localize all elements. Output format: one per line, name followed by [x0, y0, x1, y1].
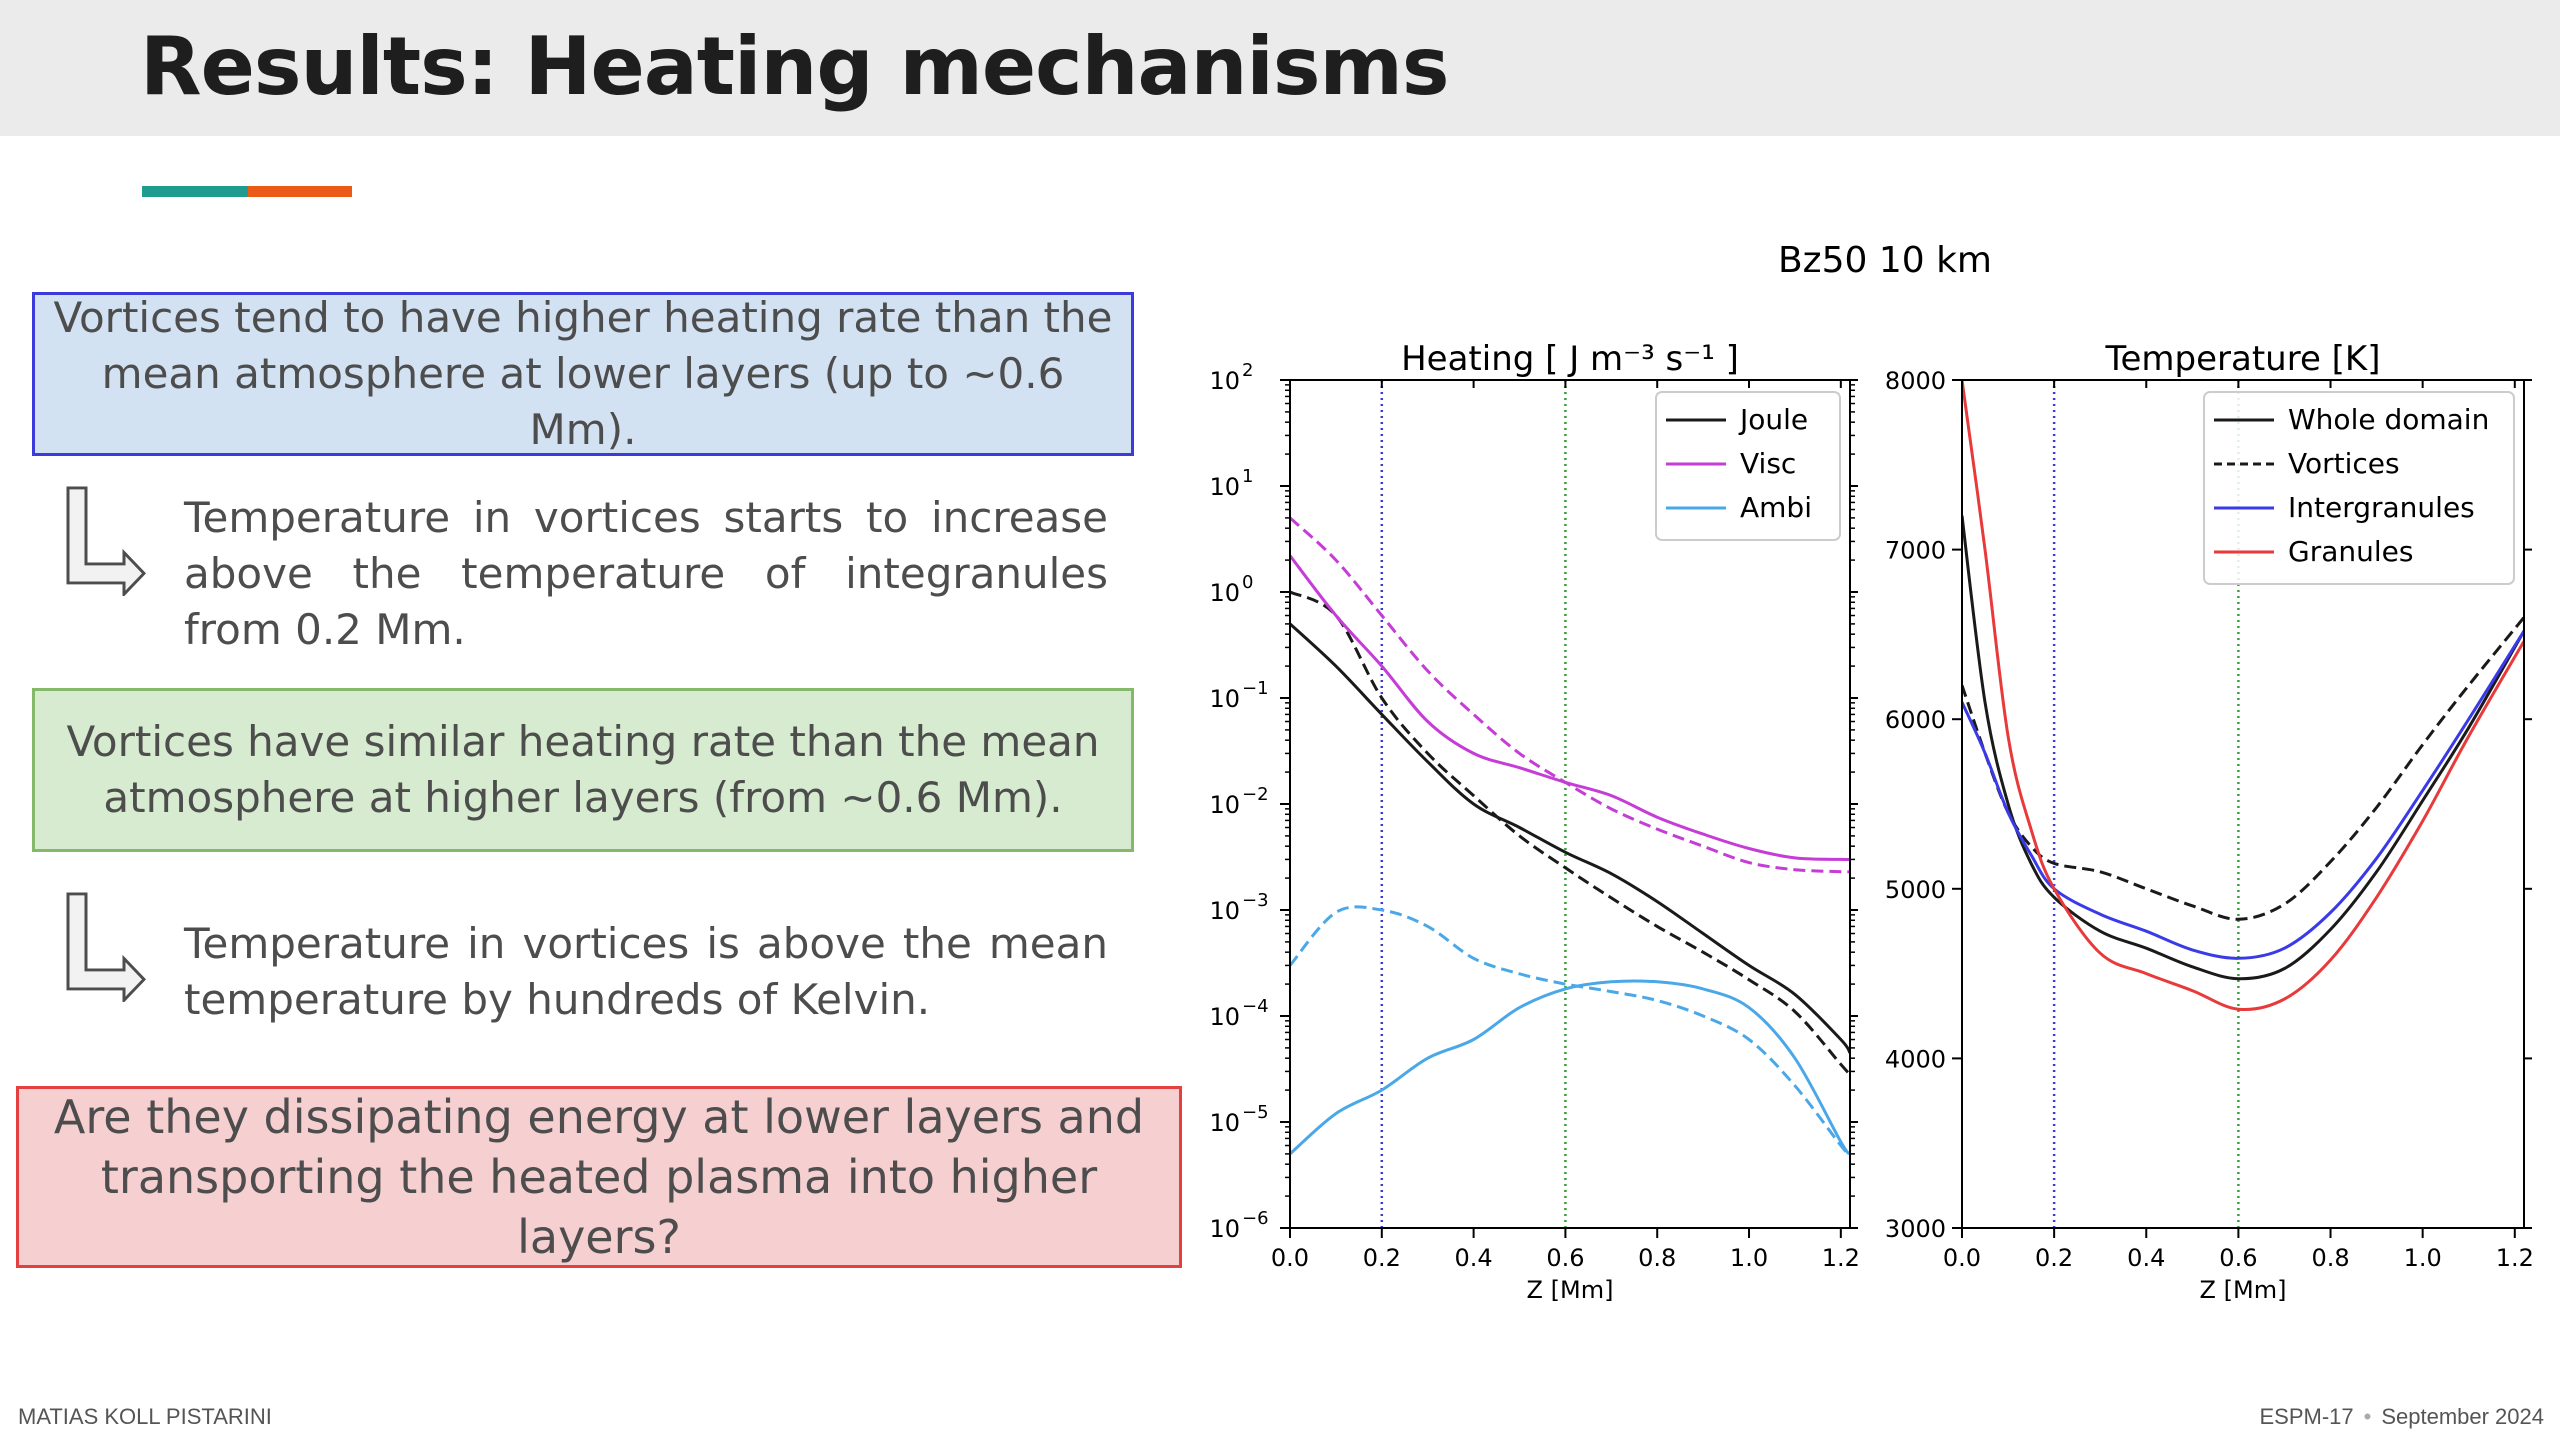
finding-box-green: Vortices have similar heating rate than … [32, 688, 1134, 852]
series-line-unnamed-5 [1290, 905, 1850, 1157]
charts-figure: Bz50 10 km Heating [ J m⁻³ s⁻¹ ] 0.0 0.2 0.… [1209, 240, 2534, 1304]
y-tick-label: 10 [1209, 579, 1240, 607]
question-text: Are they dissipating energy at lower lay… [53, 1090, 1145, 1264]
y-tick-label: 10 [1209, 473, 1240, 501]
y-tick-exponent: −2 [1242, 784, 1269, 805]
x-tick-label: 0.4 [2127, 1244, 2165, 1272]
footer-author: MATIAS KOLL PISTARINI [18, 1404, 272, 1429]
temperature-chart: Temperature [K] 0.0 0.2 0.4 0.6 0.8 1.0 1.2 Z [M… [1885, 339, 2534, 1304]
footer-date: September 2024 [2381, 1404, 2544, 1429]
series-line-whole-domain [1962, 515, 2524, 981]
legend-label: Whole domain [2288, 403, 2489, 436]
y-tick-label: 4000 [1885, 1045, 1946, 1073]
chart-title: Temperature [K] [2104, 339, 2380, 379]
y-tick-label: 10 [1209, 897, 1240, 925]
plot-frame [1961, 379, 2525, 1229]
y-tick-label: 10 [1209, 685, 1240, 713]
chart-title: Heating [ J m⁻³ s⁻¹ ] [1401, 339, 1739, 379]
x-tick-label: 0.2 [1363, 1244, 1401, 1272]
y-tick-label: 5000 [1885, 876, 1946, 904]
legend-label: Granules [2288, 535, 2413, 568]
y-tick-exponent: −6 [1242, 1208, 1269, 1229]
turn-arrow-icon [66, 486, 147, 596]
y-tick-exponent: 1 [1242, 466, 1253, 487]
legend-box [1655, 391, 1841, 541]
y-tick-exponent: 0 [1242, 572, 1253, 593]
y-tick-exponent: −4 [1242, 996, 1269, 1017]
heating-chart: Heating [ J m⁻³ s⁻¹ ] 0.0 0.2 0.4 0.6 0.8 1.0 1… [1209, 339, 1859, 1304]
x-axis-label: Z [Mm] [2200, 1276, 2287, 1304]
series-line-joule [1290, 622, 1850, 1054]
x-tick-label: 0.0 [1271, 1244, 1309, 1272]
x-tick-label: 0.8 [1638, 1244, 1676, 1272]
y-tick-label: 7000 [1885, 537, 1946, 565]
series-line-unnamed-1 [1290, 590, 1850, 1076]
footer-conference: ESPM-17 [2259, 1404, 2354, 1429]
x-tick-label: 0.0 [1943, 1244, 1981, 1272]
y-tick-label: 10 [1209, 791, 1240, 819]
series-line-intergranules [1962, 630, 2524, 960]
legend-label: Vortices [2288, 447, 2400, 480]
x-tick-label: 1.2 [1822, 1244, 1860, 1272]
legend-label: Visc [1740, 447, 1796, 480]
y-tick-label: 10 [1209, 1109, 1240, 1137]
y-tick-label: 10 [1209, 1215, 1240, 1243]
y-tick-label: 8000 [1885, 367, 1946, 395]
footer-separator: • [2363, 1404, 2372, 1429]
series-line-ambi [1290, 979, 1850, 1156]
series-line-unnamed-3 [1290, 516, 1850, 874]
series-line-visc [1290, 554, 1850, 862]
finding-box-blue: Vortices tend to have higher heating rat… [32, 292, 1134, 456]
accent-bar-teal [142, 186, 248, 197]
note-text-2: Temperature in vortices is above the mea… [184, 919, 1108, 1024]
header-bar [0, 0, 2560, 136]
legend-label: Intergranules [2288, 491, 2475, 524]
y-tick-label: 6000 [1885, 706, 1946, 734]
legend-box [2203, 391, 2515, 585]
accent-bar-orange [248, 186, 352, 197]
x-tick-label: 0.4 [1455, 1244, 1493, 1272]
y-tick-label: 10 [1209, 1003, 1240, 1031]
y-tick-label: 10 [1209, 367, 1240, 395]
finding-text-green: Vortices have similar heating rate than … [66, 717, 1100, 822]
y-tick-label: 3000 [1885, 1215, 1946, 1243]
x-tick-label: 0.8 [2311, 1244, 2349, 1272]
y-tick-exponent: 2 [1242, 360, 1253, 381]
x-tick-label: 0.6 [2219, 1244, 2257, 1272]
question-box-red: Are they dissipating energy at lower lay… [16, 1086, 1182, 1268]
figure-suptitle: Bz50 10 km [1778, 240, 1992, 281]
x-tick-label: 0.6 [1546, 1244, 1584, 1272]
legend-label: Ambi [1740, 491, 1812, 524]
x-tick-label: 1.0 [1730, 1244, 1768, 1272]
y-tick-exponent: −1 [1242, 678, 1269, 699]
turn-arrow-icon [66, 892, 147, 1002]
note-text-1: Temperature in vortices starts to increa… [184, 493, 1108, 654]
footer-info: ESPM-17 • September 2024 [2259, 1404, 2544, 1430]
x-tick-label: 1.0 [2404, 1244, 2442, 1272]
x-axis-label: Z [Mm] [1527, 1276, 1614, 1304]
legend-label: Joule [1738, 403, 1808, 436]
y-tick-exponent: −5 [1242, 1102, 1269, 1123]
series-line-granules [1962, 380, 2524, 1011]
x-tick-label: 1.2 [2496, 1244, 2534, 1272]
y-tick-exponent: −3 [1242, 890, 1269, 911]
page-title: Results: Heating mechanisms [140, 20, 1449, 113]
finding-text-blue: Vortices tend to have higher heating rat… [53, 293, 1113, 454]
x-tick-label: 0.2 [2035, 1244, 2073, 1272]
